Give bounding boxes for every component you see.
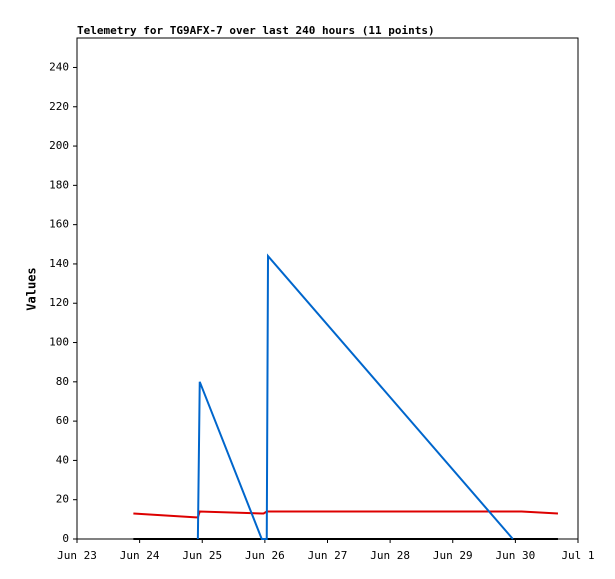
x-tick-label: Jun 29: [433, 549, 473, 562]
x-tick-label: Jul 1: [561, 549, 594, 562]
y-tick-label: 60: [56, 414, 69, 427]
y-tick-label: 40: [56, 453, 69, 466]
y-axis-label: Values: [25, 267, 39, 310]
x-tick-label: Jun 28: [370, 549, 410, 562]
y-tick-label: 220: [49, 100, 69, 113]
series-line: [196, 253, 514, 540]
y-tick-label: 80: [56, 375, 69, 388]
x-tick-label: Jun 24: [120, 549, 160, 562]
y-tick-label: 0: [62, 532, 69, 545]
y-tick-label: 120: [49, 296, 69, 309]
x-tick-label: Jun 25: [182, 549, 222, 562]
y-tick-label: 240: [49, 60, 69, 73]
plot-frame: [76, 37, 579, 540]
y-tick-label: 100: [49, 336, 69, 349]
chart-title: Telemetry for TG9AFX-7 over last 240 hou…: [77, 24, 435, 37]
y-tick-label: 180: [49, 178, 69, 191]
x-tick-label: Jun 26: [245, 549, 285, 562]
y-tick-label: 20: [56, 493, 69, 506]
x-tick-label: Jun 30: [496, 549, 536, 562]
y-tick-label: 200: [49, 139, 69, 152]
y-tick-label: 140: [49, 257, 69, 270]
y-tick-label: 160: [49, 218, 69, 231]
x-tick-label: Jun 23: [57, 549, 97, 562]
x-tick-label: Jun 27: [308, 549, 348, 562]
